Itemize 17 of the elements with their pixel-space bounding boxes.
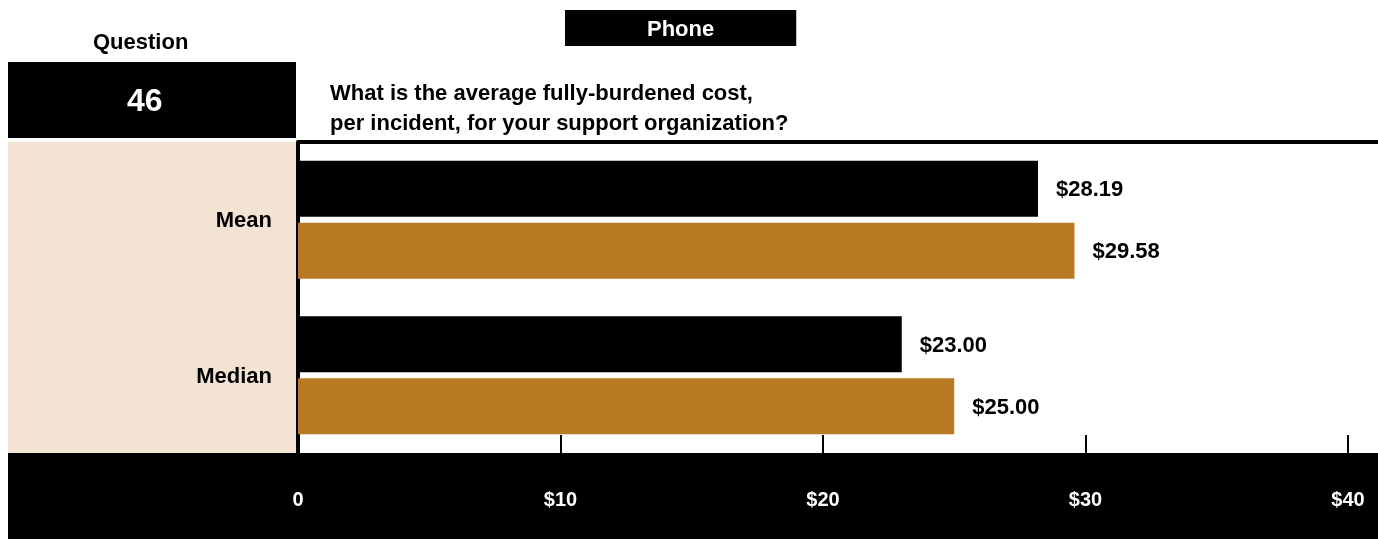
x-tick-label: $30 xyxy=(1068,488,1103,510)
bar xyxy=(298,378,955,435)
x-tick-label: 0 xyxy=(292,488,304,510)
x-tick-label: $40 xyxy=(1331,488,1365,510)
chart-title: What is the average fully-burdened cost, per incident, for your support organization? xyxy=(330,79,789,135)
bar xyxy=(298,222,1075,279)
y-tick-label: Mean xyxy=(215,207,272,233)
data-label: $25.00 xyxy=(972,393,1040,419)
data-label: $29.58 xyxy=(1092,238,1160,264)
x-tick-label: $10 xyxy=(543,488,578,510)
text: 46 xyxy=(127,82,163,118)
data-label: $23.00 xyxy=(919,331,988,357)
chart-subtitle: Phone xyxy=(647,15,715,41)
x-tick-label: $20 xyxy=(806,488,840,510)
text: Question xyxy=(93,28,189,54)
y-tick-label: Median xyxy=(196,362,272,388)
data-label: $28.19 xyxy=(1055,176,1124,202)
